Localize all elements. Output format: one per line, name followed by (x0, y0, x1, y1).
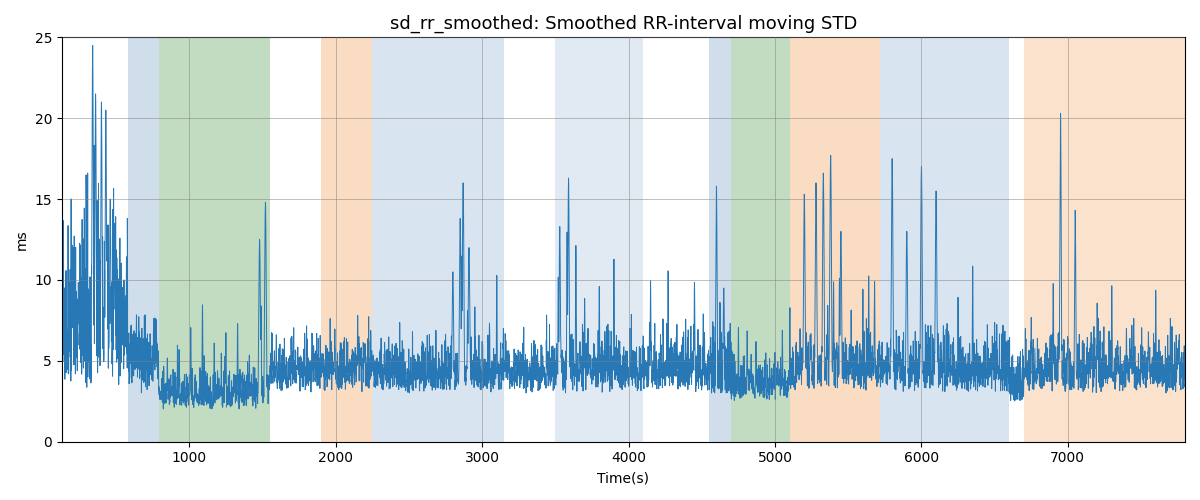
Bar (127, 38, 158, 442)
Bar (322, 38, 372, 442)
Bar (556, 38, 643, 442)
Title: sd_rr_smoothed: Smoothed RR-interval moving STD: sd_rr_smoothed: Smoothed RR-interval mov… (390, 15, 857, 34)
X-axis label: Time(s): Time(s) (598, 471, 649, 485)
Y-axis label: ms: ms (14, 229, 29, 250)
Bar (790, 38, 881, 442)
Bar (1024, 38, 1186, 442)
Bar (372, 38, 504, 442)
Bar (881, 38, 1009, 442)
Bar (709, 38, 731, 442)
Bar (158, 38, 270, 442)
Bar (731, 38, 790, 442)
